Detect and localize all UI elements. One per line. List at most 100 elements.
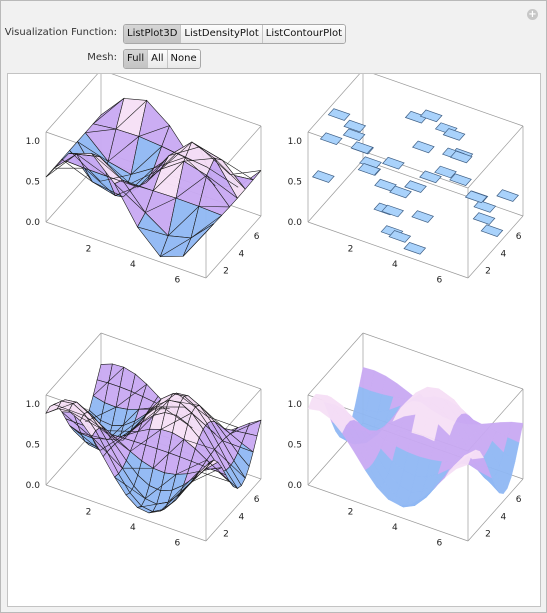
x-tick-label: 2 [86,245,92,255]
mesh-line [92,98,125,125]
data-tile [419,109,443,123]
y-tick-label: 2 [485,530,491,540]
mesh-line [214,449,246,479]
x-tick-label: 6 [174,276,180,286]
mesh-line [138,125,170,137]
mesh-line [145,197,177,213]
mesh-selector[interactable]: Full All None [123,49,201,69]
y-tick-label: 6 [516,232,522,242]
mesh-line [168,399,200,406]
mesh-line [130,168,162,185]
mesh-line [115,414,147,439]
box-edge [307,332,364,396]
data-tile [419,170,442,184]
mesh-line [99,427,131,452]
expand-plus-icon[interactable]: + [527,9,538,20]
mesh-line [183,439,215,450]
box-edge [467,478,524,542]
mesh-line [114,183,146,213]
mesh-line [84,167,116,196]
mesh-label: Mesh: [87,52,117,63]
box-edge [205,215,262,279]
mesh-line [107,136,140,162]
box-edge [307,69,364,133]
mesh-line [206,175,238,199]
mesh-line [53,404,85,417]
z-tick-label: 0.5 [26,178,40,188]
box-edge [467,125,524,189]
z-tick-label: 0.0 [288,218,303,228]
z-tick-label: 0.0 [288,481,303,491]
data-tile [434,165,457,179]
box-edge [205,478,262,542]
mesh-line [176,392,208,417]
z-tick-label: 1.0 [288,137,303,147]
z-tick-label: 0.0 [26,481,41,491]
mesh-line [69,150,101,182]
box-edge [45,484,207,542]
y-tick-label: 2 [223,530,229,540]
mesh-line [199,146,231,175]
mesh-line [183,158,215,162]
mesh-line [137,155,170,188]
z-tick-label: 1.0 [26,400,41,410]
x-tick-label: 2 [348,508,354,518]
data-tile [464,190,488,204]
mesh-line [92,366,125,397]
y-tick-label: 4 [500,512,506,522]
mesh-line [198,206,230,208]
x-tick-label: 6 [436,276,442,286]
mesh-line [61,159,93,183]
z-tick-label: 0.5 [288,441,302,451]
data-tile [319,132,343,146]
y-tick-label: 2 [223,267,229,277]
data-tile [389,185,412,199]
surface-patch [456,454,473,470]
mesh-line [160,141,192,170]
option-listdensityplot[interactable]: ListDensityPlot [181,25,263,43]
mesh-line [206,459,238,489]
mesh-line [160,482,192,512]
option-listcontourplot[interactable]: ListContourPlot [262,25,346,43]
y-tick-label: 6 [254,495,260,505]
data-tile [311,170,335,183]
mesh-line [207,167,239,188]
box-edge [362,159,524,217]
box-edge [45,221,207,279]
visualization-function-selector[interactable]: ListPlot3D ListDensityPlot ListContourPl… [123,24,347,44]
x-tick-label: 4 [392,260,398,270]
box-edge [307,221,469,279]
mesh-line [99,156,131,185]
option-listplot3d[interactable]: ListPlot3D [124,25,182,43]
data-tile [480,224,504,237]
box-edge [467,215,524,279]
option-full[interactable]: Full [124,50,149,68]
mesh-line [222,160,254,181]
mesh-line [175,175,207,199]
mesh-line [77,141,109,162]
mesh-line [137,226,169,237]
mesh-line [190,215,222,239]
y-tick-label: 6 [254,232,260,242]
data-tile [411,140,435,154]
mesh-line [153,157,185,169]
mesh-line [130,406,162,431]
mesh-line [191,141,223,161]
mesh-line [168,146,200,156]
option-all[interactable]: All [148,50,168,68]
mesh-row: Mesh: [1,50,117,68]
x-tick-label: 6 [436,539,442,549]
box-edge [100,69,262,127]
mesh-line [214,158,246,190]
visualization-label: Visualization Function: [4,27,117,38]
mesh-line [152,161,185,191]
mesh-line [167,206,200,236]
mesh-line [115,100,147,130]
mesh-line [190,467,222,483]
mesh-line [84,415,116,439]
option-none[interactable]: None [167,50,200,68]
mesh-line [161,406,193,429]
x-tick-label: 6 [174,539,180,549]
